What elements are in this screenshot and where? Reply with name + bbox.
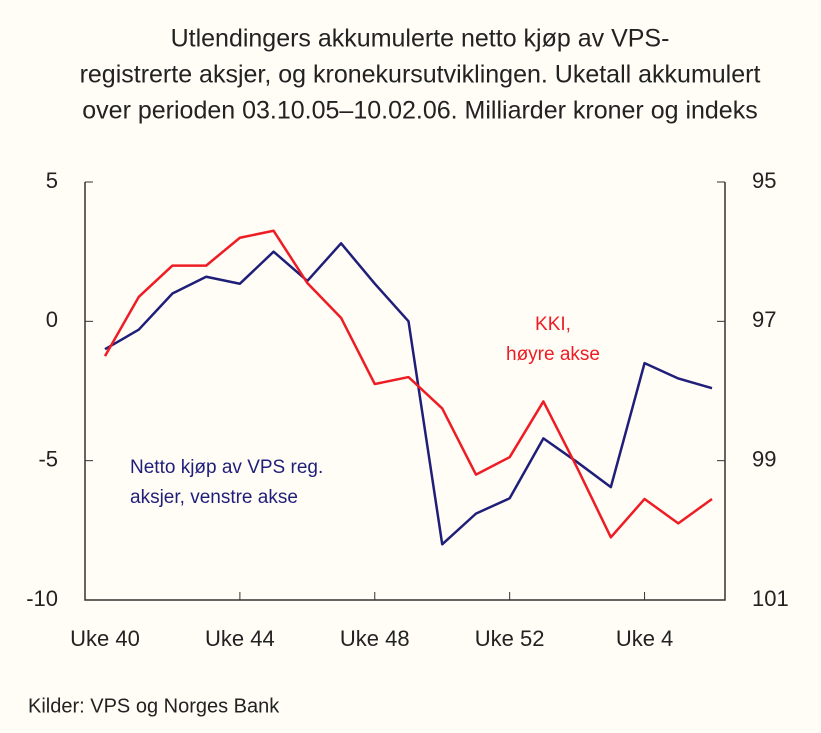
series-label: aksjer, venstre akse xyxy=(130,487,298,508)
source: Kilder: VPS og Norges Bank xyxy=(28,695,280,717)
y-tick-label: 0 xyxy=(46,307,58,332)
line xyxy=(103,229,713,539)
y-tick-label: -5 xyxy=(38,446,58,471)
plot-frame xyxy=(84,182,726,601)
y-tick-label: 5 xyxy=(46,168,58,193)
series-label: KKI, xyxy=(535,314,571,335)
x-tick-label: Uke 4 xyxy=(616,626,673,651)
series-label: høyre akse xyxy=(506,344,600,365)
x-tick-label: Uke 52 xyxy=(475,626,545,651)
chart-title: Utlendingers akkumulerte netto kjøp av V… xyxy=(171,25,670,53)
y2-tick-label: 97 xyxy=(752,307,776,332)
y2-tick-label: 99 xyxy=(752,446,776,471)
chart-title: over perioden 03.10.05–10.02.06. Milliar… xyxy=(82,97,757,125)
x-tick-label: Uke 40 xyxy=(70,626,140,651)
series-label: Netto kjøp av VPS reg. xyxy=(130,457,323,478)
y2-tick-label: 101 xyxy=(752,586,789,611)
y-tick-label: -10 xyxy=(26,586,58,611)
chart-title: registrerte aksjer, og kronekursutviklin… xyxy=(80,61,761,89)
line xyxy=(104,242,713,546)
x-tick-label: Uke 44 xyxy=(205,626,275,651)
y2-tick-label: 95 xyxy=(752,168,776,193)
x-tick-label: Uke 48 xyxy=(340,626,410,651)
